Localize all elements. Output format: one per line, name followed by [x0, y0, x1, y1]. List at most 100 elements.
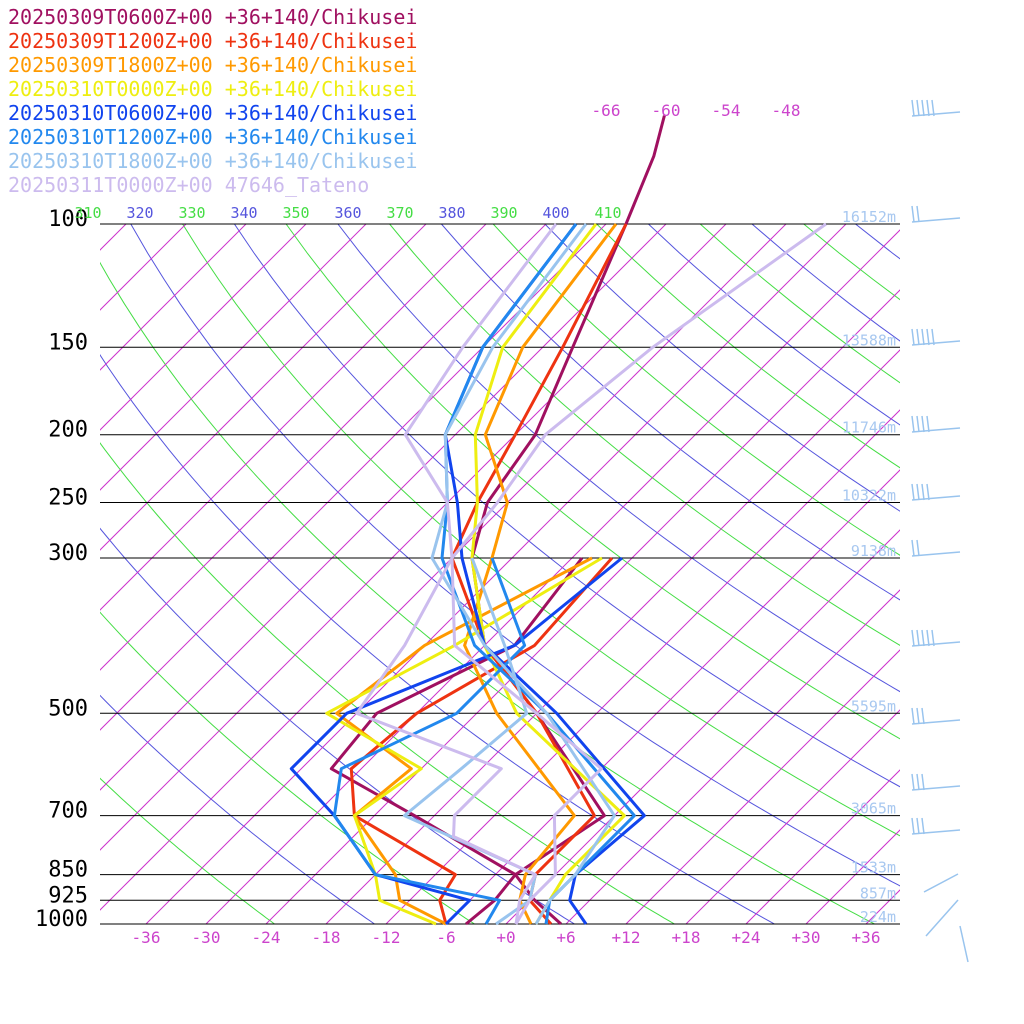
theta-label: 310 — [74, 204, 101, 222]
theta-label: 320 — [126, 204, 153, 222]
theta-line — [596, 224, 900, 469]
barb-flag — [926, 328, 930, 346]
theta-line — [544, 224, 900, 512]
theta-label: 410 — [594, 204, 621, 222]
isotherm-line — [805, 829, 900, 924]
pressure-level-lines — [100, 223, 900, 925]
series-7-dewpoint-line — [402, 557, 537, 926]
barb-staff — [911, 829, 961, 835]
wind-barb — [911, 328, 961, 346]
theta-label: 330 — [178, 204, 205, 222]
theta-line — [803, 224, 900, 301]
barb-flag — [911, 99, 915, 117]
theta-label: 390 — [490, 204, 517, 222]
barb-flag — [911, 773, 915, 791]
barb-flag — [911, 205, 915, 223]
isotherm-line — [926, 224, 1024, 924]
series-6-dewpoint-line — [332, 557, 527, 925]
isotherm-top-label: -48 — [772, 101, 801, 120]
barb-staff — [911, 495, 961, 501]
isotherm-line — [745, 769, 900, 924]
temperature-tick-label: -18 — [312, 928, 341, 947]
isotherm-lines — [100, 224, 1024, 924]
barb-staff — [911, 427, 961, 433]
legend-entry: 20250311T0000Z+00 47646_Tateno — [8, 173, 369, 197]
barb-staff — [911, 719, 961, 725]
pressure-label: 500 — [48, 696, 88, 721]
barb-flag — [926, 415, 930, 433]
wind-barbs — [911, 99, 969, 963]
height-label: 13588m — [842, 331, 896, 349]
isotherm-line — [565, 589, 900, 924]
pressure-label: 250 — [48, 486, 88, 511]
barb-staff — [911, 217, 961, 223]
legend-entry: 20250309T1800Z+00 +36+140/Chikusei — [8, 53, 417, 77]
temperature-tick-label: +24 — [732, 928, 761, 947]
isotherm-line — [505, 529, 900, 924]
barb-flag — [916, 205, 920, 223]
barb-flag — [931, 328, 935, 346]
temperature-tick-label: -36 — [132, 928, 161, 947]
pressure-label: 200 — [48, 418, 88, 443]
isotherm-line — [986, 224, 1024, 924]
isotherm-line — [100, 224, 187, 311]
barb-flag — [926, 483, 930, 501]
barb-flag — [921, 328, 925, 346]
height-label: 224m — [860, 908, 896, 926]
barb-flag — [911, 817, 915, 835]
temperature-tick-label: +18 — [672, 928, 701, 947]
series-3-temperature-line — [463, 223, 618, 925]
wind-barb — [911, 539, 961, 557]
pressure-label: 150 — [48, 330, 88, 355]
height-label: 16152m — [842, 208, 896, 226]
pressure-label: 925 — [48, 883, 88, 908]
theta-label: 350 — [282, 204, 309, 222]
isotherm-line — [100, 224, 427, 551]
height-label: 10322m — [842, 487, 896, 505]
isotherm-top-label: -60 — [652, 101, 681, 120]
barb-flag — [916, 539, 920, 557]
wind-barb — [911, 99, 961, 117]
series-8-dewpoint-line — [355, 222, 827, 925]
isotherm-line — [100, 224, 547, 671]
barb-flag — [931, 99, 935, 117]
height-label: 857m — [860, 884, 896, 902]
isotherm-line — [625, 649, 900, 924]
barb-flag — [921, 773, 925, 791]
pressure-label: 700 — [48, 799, 88, 824]
barb-flag — [911, 707, 915, 725]
theta-line — [441, 224, 900, 601]
legend-entry: 20250309T0600Z+00 +36+140/Chikusei — [8, 5, 417, 29]
theta-line — [699, 224, 900, 384]
legend-entry: 20250310T1200Z+00 +36+140/Chikusei — [8, 125, 417, 149]
barb-flag — [921, 817, 925, 835]
temperature-tick-label: -24 — [252, 928, 281, 947]
barb-staff — [959, 925, 969, 963]
theta-line — [648, 224, 900, 426]
theta-label: 380 — [438, 204, 465, 222]
barb-staff — [925, 899, 959, 937]
barb-flag — [921, 415, 925, 433]
barb-flag — [926, 629, 930, 647]
barb-staff — [911, 551, 961, 557]
series-8-temperature-line — [403, 223, 603, 925]
height-label: 5595m — [851, 697, 896, 715]
series-7-temperature-line — [430, 223, 616, 925]
barb-flag — [911, 629, 915, 647]
legend: 20250309T0600Z+00 +36+140/Chikusei 202503… — [8, 5, 417, 197]
legend-entry: 20250310T0000Z+00 +36+140/Chikusei — [8, 77, 417, 101]
isotherm-line — [100, 224, 667, 791]
height-label: 1533m — [851, 859, 896, 877]
isotherm-line — [145, 224, 847, 924]
isotherm-line — [100, 224, 727, 851]
barb-flag — [921, 707, 925, 725]
barb-staff — [923, 873, 959, 893]
theta-line — [389, 224, 900, 646]
barb-flag — [916, 629, 920, 647]
series-4-dewpoint-line — [325, 556, 603, 926]
barb-flag — [916, 773, 920, 791]
theta-label: 400 — [542, 204, 569, 222]
wind-barb — [911, 483, 961, 501]
theta-label: 360 — [334, 204, 361, 222]
